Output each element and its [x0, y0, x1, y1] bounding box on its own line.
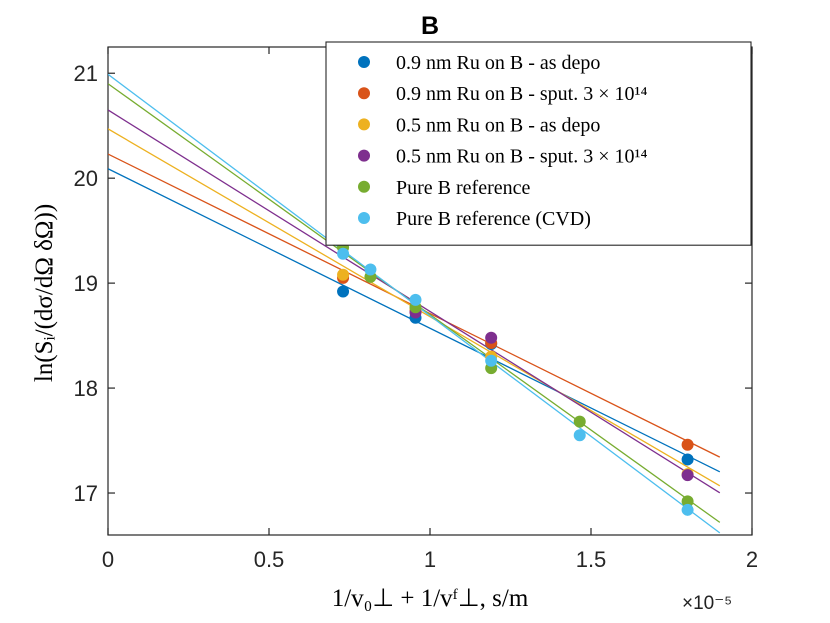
legend-marker	[358, 87, 370, 100]
data-point	[364, 263, 377, 276]
data-point	[485, 354, 498, 367]
x-tick-label: 0.5	[254, 547, 285, 572]
x-tick-label: 2	[746, 547, 758, 572]
x-tick-label: 1	[424, 547, 436, 572]
data-point	[485, 331, 498, 344]
legend-box	[325, 41, 752, 246]
data-point	[681, 469, 694, 482]
legend-marker	[358, 212, 370, 224]
data-point	[337, 285, 350, 298]
x-axis-label: 1/v₀⊥ + 1/vᶠ⊥, s/m	[332, 585, 529, 612]
y-tick-label: 21	[74, 61, 98, 86]
data-point	[681, 453, 694, 466]
legend-marker	[358, 118, 370, 131]
data-points	[337, 241, 694, 516]
legend-marker	[358, 180, 370, 193]
legend-label: Pure B reference	[396, 177, 530, 199]
data-point	[337, 268, 350, 281]
legend-marker	[358, 149, 370, 162]
data-point	[681, 438, 694, 451]
y-tick-label: 19	[74, 271, 98, 296]
y-axis-label: ln(Sᵢ/(dσ/dΩ δΩ))	[31, 204, 58, 382]
chart-title: B	[421, 12, 439, 40]
y-tick-label: 20	[74, 166, 98, 191]
x-tick-label: 1.5	[576, 547, 607, 572]
y-tick-label: 18	[74, 376, 98, 401]
data-point	[337, 247, 350, 260]
legend-label: 0.5 nm Ru on B - as depo	[396, 114, 600, 136]
legend-marker	[358, 56, 370, 68]
data-point	[573, 415, 586, 428]
data-point	[573, 429, 586, 442]
legend-label: 0.5 nm Ru on B - sput. 3 × 10¹⁴	[396, 146, 648, 168]
data-point	[409, 293, 422, 306]
x-tick-label: 0	[102, 547, 114, 572]
legend-label: Pure B reference (CVD)	[396, 208, 591, 230]
legend-label: 0.9 nm Ru on B - as depo	[396, 52, 600, 74]
data-point	[681, 495, 694, 508]
data-point	[681, 503, 694, 516]
y-tick-label: 17	[74, 481, 98, 506]
legend: 0.9 nm Ru on B - as depo 0.9 nm Ru on B -…	[325, 41, 752, 246]
x-axis-exponent: ×10⁻⁵	[682, 593, 732, 614]
legend-label: 0.9 nm Ru on B - sput. 3 × 10¹⁴	[396, 83, 648, 105]
